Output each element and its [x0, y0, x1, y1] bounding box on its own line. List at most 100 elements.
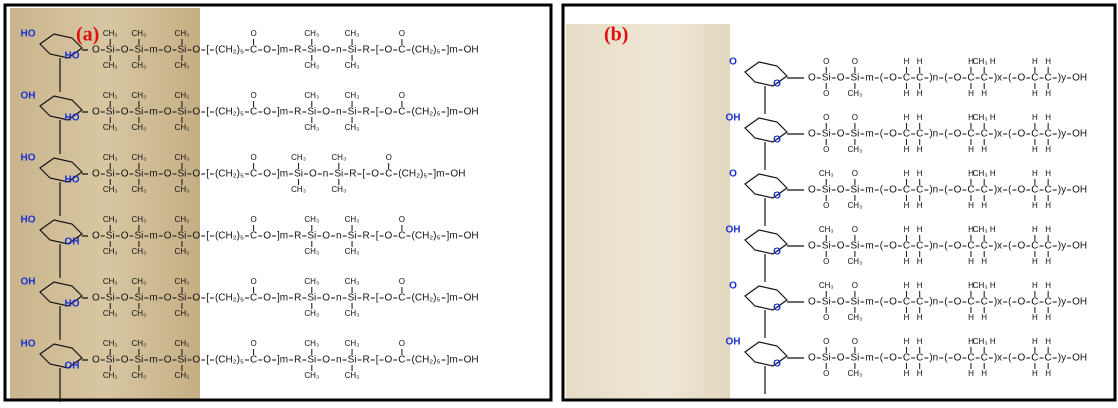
atom: C	[903, 129, 910, 140]
substituent: H	[968, 169, 974, 178]
atom: C	[903, 353, 910, 364]
atom: Si	[348, 107, 357, 118]
atom: O	[92, 169, 100, 180]
sugar-label: HO	[65, 51, 80, 62]
atom: Si	[348, 293, 357, 304]
atom: (	[880, 129, 884, 140]
atom: ]m	[447, 45, 458, 56]
atom: Si	[850, 353, 859, 364]
substituent: H	[917, 201, 923, 210]
atom: O	[92, 293, 100, 304]
substituent: CH₃	[848, 313, 863, 322]
substituent: CH₃	[345, 61, 360, 70]
substituent: CH₃	[175, 123, 190, 132]
atom: C	[916, 185, 923, 196]
atom: C	[981, 185, 988, 196]
substituent: CH₃	[304, 215, 319, 224]
atom: Si	[294, 169, 303, 180]
atom: )x	[994, 241, 1002, 252]
atom: Si	[307, 107, 316, 118]
atom: O	[954, 297, 962, 308]
substituent: O	[399, 277, 405, 286]
substituent: CH₃	[103, 123, 118, 132]
substituent: CH₃	[345, 215, 360, 224]
atom: )y	[1058, 297, 1066, 308]
atom: C	[903, 241, 910, 252]
atom: O	[385, 355, 393, 366]
atom: OH	[464, 107, 479, 118]
substituent: H	[917, 257, 923, 266]
substituent: CH₃ H	[973, 225, 996, 234]
sugar-label: O	[773, 191, 781, 202]
atom: Si	[106, 107, 115, 118]
substituent: H	[904, 313, 910, 322]
substituent: O	[823, 89, 829, 98]
atom: O	[192, 45, 200, 56]
atom: ]m	[447, 107, 458, 118]
substituent: O	[852, 57, 858, 66]
substituent: H	[1045, 201, 1051, 210]
substituent: H	[1032, 89, 1038, 98]
substituent: H	[917, 57, 923, 66]
substituent: H	[968, 337, 974, 346]
substituent: H	[968, 89, 974, 98]
atom: C	[967, 241, 974, 252]
substituent: CH₃	[848, 89, 863, 98]
atom: Si	[307, 231, 316, 242]
atom: C	[903, 185, 910, 196]
atom: )n	[929, 185, 938, 196]
atom: C	[981, 129, 988, 140]
atom: C	[967, 353, 974, 364]
sugar-ring	[744, 61, 804, 87]
substituent: CH₃	[819, 169, 834, 178]
atom: O	[889, 73, 897, 84]
substituent: H	[904, 225, 910, 234]
substituent: O	[823, 57, 829, 66]
atom: O	[192, 355, 200, 366]
atom: m	[149, 231, 157, 242]
substituent: H	[1045, 257, 1051, 266]
substituent: H	[1045, 281, 1051, 290]
atom: OH	[1072, 129, 1087, 140]
substituent: CH₃	[175, 339, 190, 348]
substituent: H	[981, 201, 987, 210]
atom: Si	[178, 107, 187, 118]
atom: O	[385, 231, 393, 242]
atom: C	[385, 169, 392, 180]
substituent: CH₃	[331, 185, 346, 194]
atom: [	[376, 107, 379, 118]
substituent: H	[1045, 89, 1051, 98]
atom: (	[880, 353, 884, 364]
substituent: H	[1032, 145, 1038, 154]
atom: [	[206, 231, 209, 242]
atom: R	[294, 231, 301, 242]
substituent: CH₃	[819, 225, 834, 234]
substituent: O	[399, 215, 405, 224]
atom: Si	[307, 293, 316, 304]
substituent: H	[968, 201, 974, 210]
substituent: CH₃	[304, 247, 319, 256]
fabric-texture	[566, 24, 730, 400]
atom: O	[322, 107, 330, 118]
substituent: O	[250, 91, 256, 100]
sugar-label: O	[773, 359, 781, 370]
atom: ]m	[447, 293, 458, 304]
atom: Si	[134, 293, 143, 304]
substituent: H	[904, 113, 910, 122]
atom: C	[1031, 353, 1038, 364]
atom: (	[944, 241, 948, 252]
substituent: CH₃	[103, 371, 118, 380]
substituent: CH₃	[175, 371, 190, 380]
substituent: H	[1045, 337, 1051, 346]
sugar-label: HO	[21, 153, 36, 164]
substituent: O	[399, 339, 405, 348]
substituent: H	[904, 169, 910, 178]
atom: )x	[994, 297, 1002, 308]
atom: O	[164, 45, 172, 56]
